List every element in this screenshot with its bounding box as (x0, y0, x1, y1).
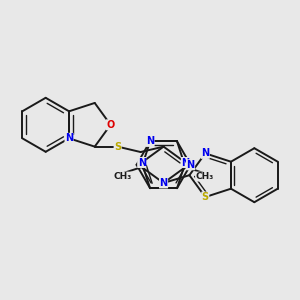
Text: S: S (202, 192, 209, 202)
Text: N: N (187, 160, 195, 170)
Text: N: N (65, 133, 73, 143)
Text: CH₃: CH₃ (196, 172, 214, 181)
Text: N: N (201, 148, 209, 158)
Text: N: N (138, 158, 146, 167)
Text: N: N (146, 136, 154, 146)
Text: N: N (160, 178, 168, 188)
Text: N: N (181, 158, 190, 167)
Text: S: S (114, 142, 121, 152)
Text: CH₃: CH₃ (113, 172, 132, 181)
Text: O: O (106, 120, 115, 130)
